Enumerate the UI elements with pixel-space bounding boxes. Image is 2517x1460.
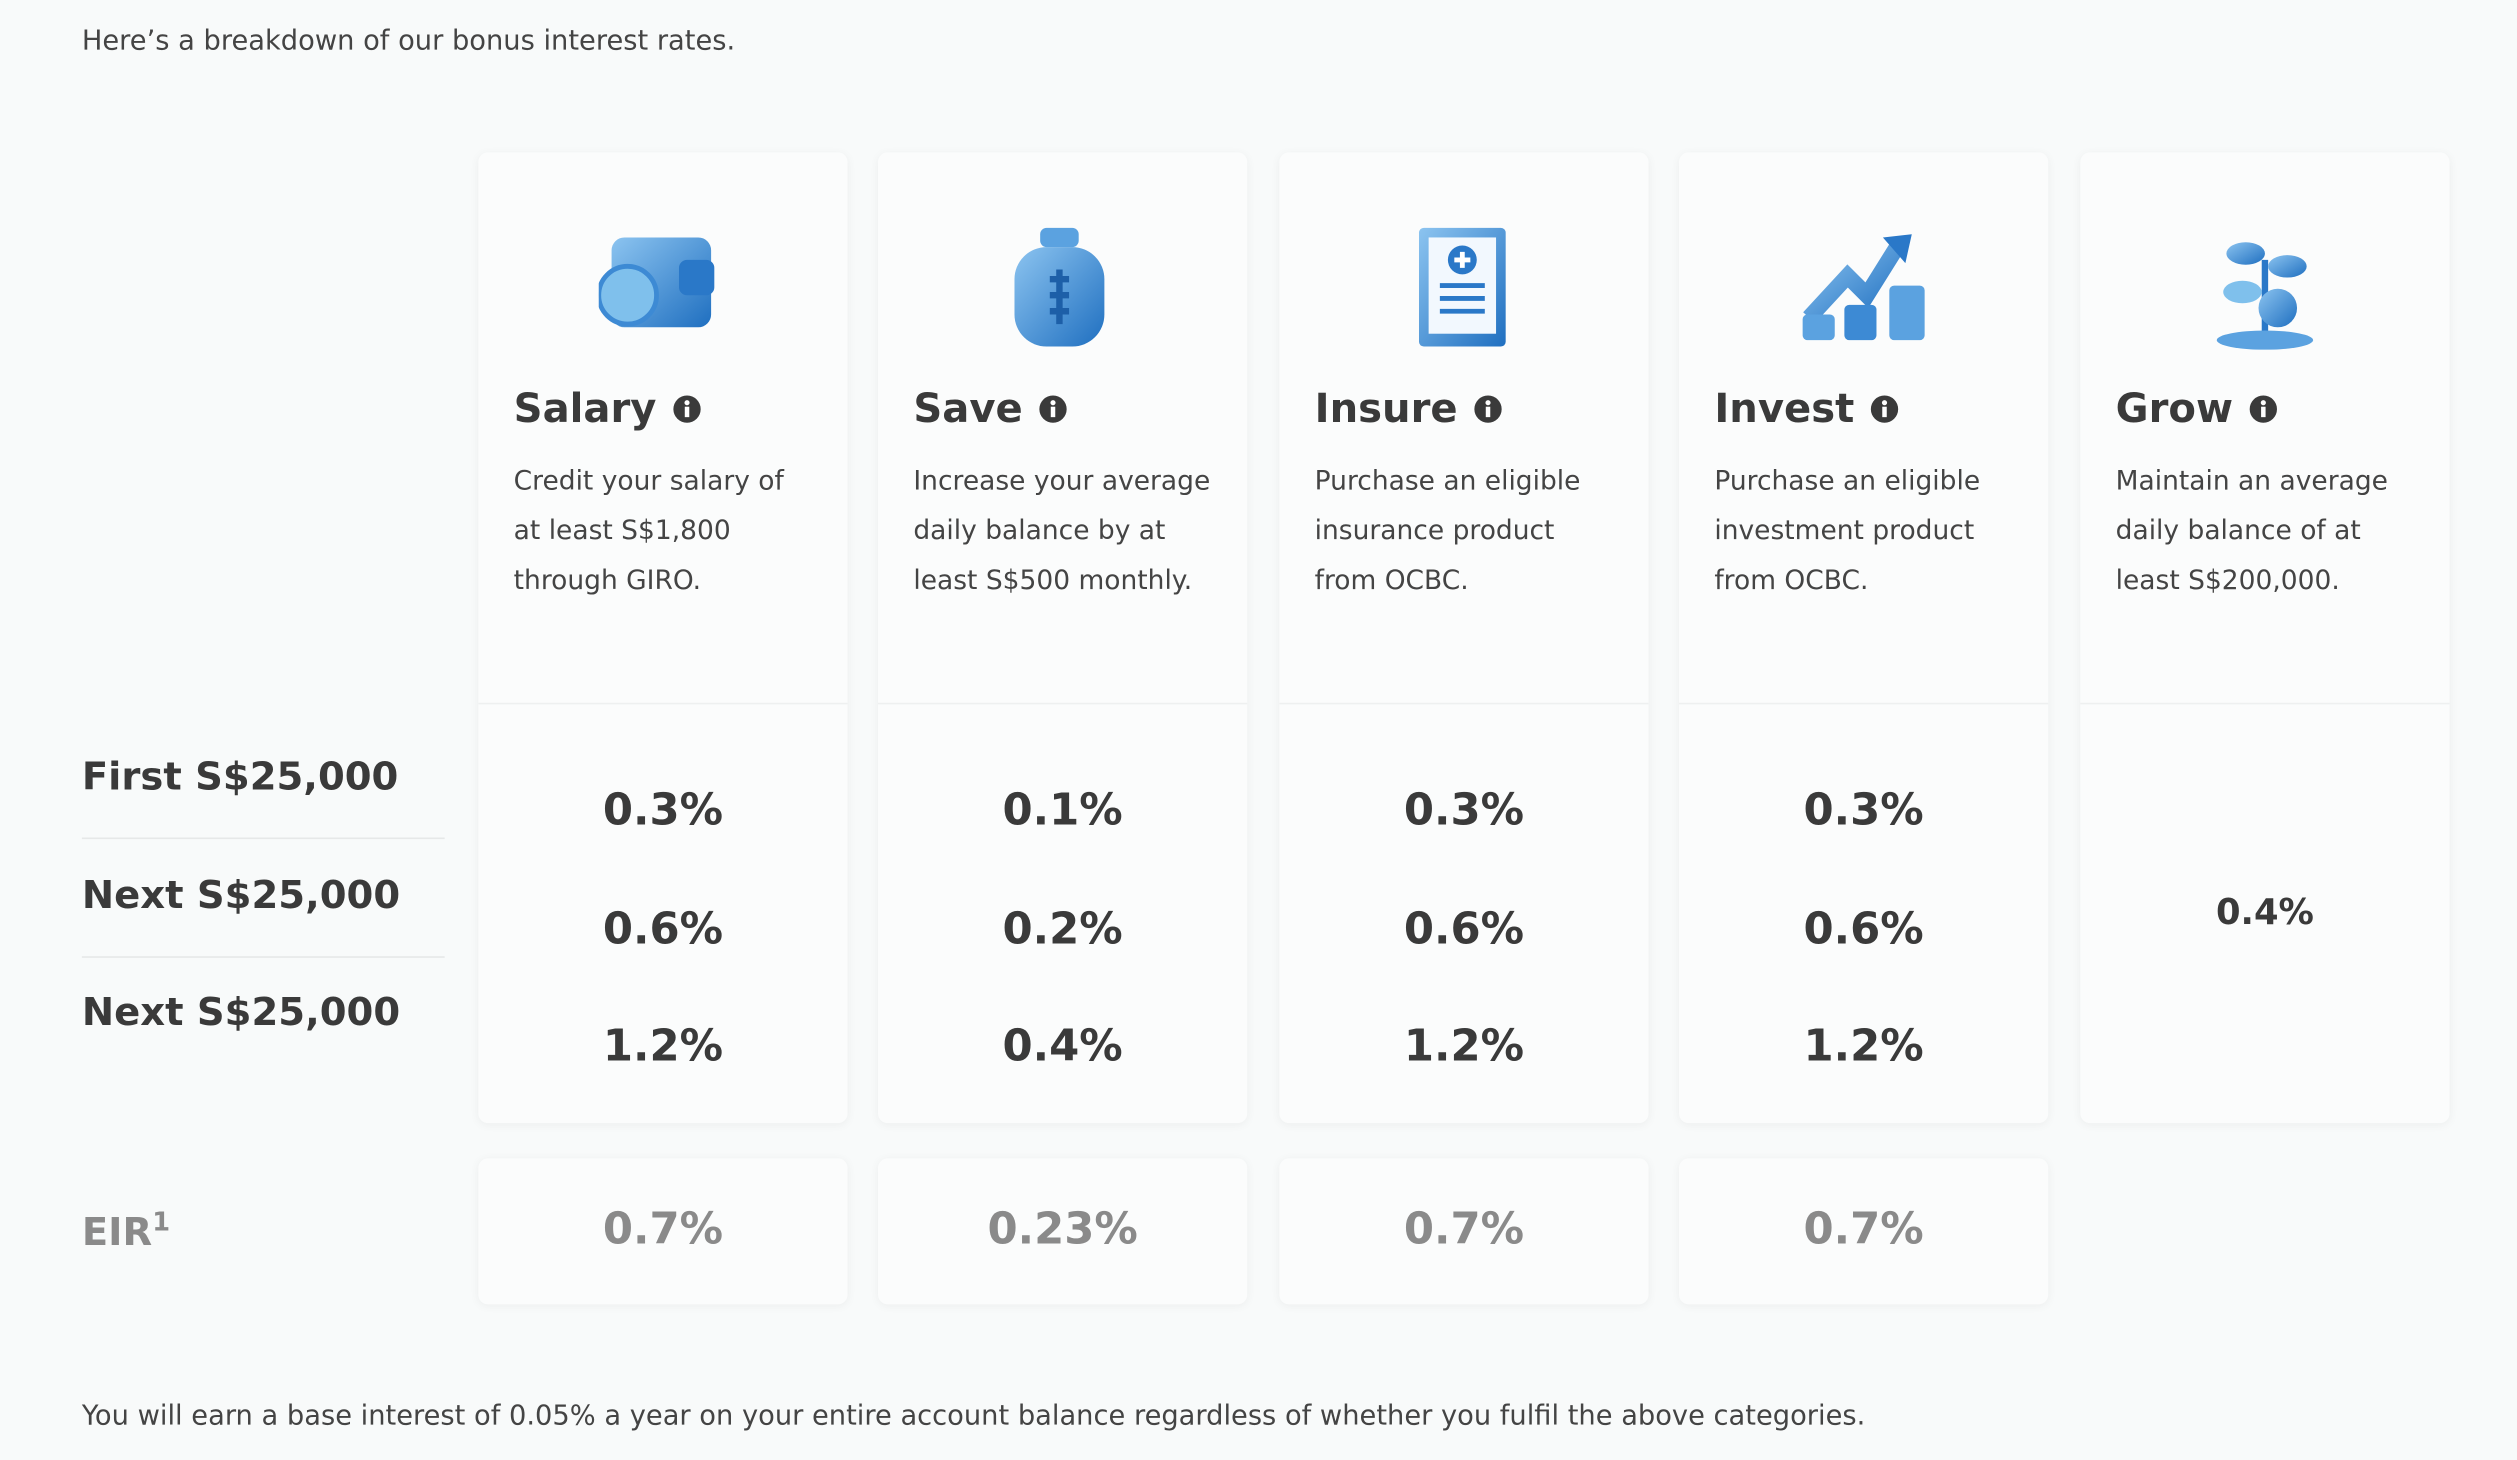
rate-value: 0.2% xyxy=(1002,904,1123,955)
rate-value: 1.2% xyxy=(1803,1022,1924,1072)
rate-value: 0.1% xyxy=(1002,786,1123,836)
rate-value: 0.6% xyxy=(602,904,724,955)
eir-card xyxy=(478,1158,848,1305)
info-glyph xyxy=(2249,395,2278,423)
info-icon[interactable] xyxy=(673,387,702,434)
info-glyph xyxy=(1039,395,1067,423)
icon-graphic xyxy=(596,237,715,328)
category-description: Purchase an eligible investment product … xyxy=(1714,465,1981,596)
icon-graphic xyxy=(1802,234,1925,341)
rate-value: 0.3% xyxy=(1803,786,1924,836)
rate-value: 0.3% xyxy=(1403,786,1525,836)
category-name: Salary xyxy=(514,385,702,433)
rate-value: 1.2% xyxy=(1403,1022,1525,1072)
rate-value: 0.4% xyxy=(2215,893,2314,934)
icon-graphic xyxy=(1014,227,1105,347)
rate-value: 0.6% xyxy=(1803,904,1924,955)
info-icon[interactable] xyxy=(1039,387,1068,434)
eir-value: 0.7% xyxy=(602,1204,724,1255)
category-icon xyxy=(1400,221,1528,349)
rate-value: 0.4% xyxy=(1002,1022,1123,1072)
card-divider xyxy=(2080,702,2450,705)
intro-text: Here’s a breakdown of our bonus interest… xyxy=(81,25,736,58)
tier-separator xyxy=(81,956,445,958)
card-divider xyxy=(1279,702,1649,705)
info-icon[interactable] xyxy=(2249,387,2278,434)
rate-value: 0.6% xyxy=(1403,904,1525,955)
category-name: Insure xyxy=(1315,385,1503,433)
eir-value: 0.7% xyxy=(1403,1204,1525,1255)
category-name: Grow xyxy=(2116,385,2278,433)
tier-separator xyxy=(81,837,445,840)
eir-value: 0.23% xyxy=(987,1204,1138,1255)
eir-footnote-ref: 1 xyxy=(152,1206,171,1237)
eir-label: EIR1 xyxy=(82,1207,170,1255)
category-name: Invest xyxy=(1714,385,1899,433)
category-icon xyxy=(1799,221,1927,349)
info-glyph xyxy=(673,395,701,423)
rate-value: 1.2% xyxy=(602,1022,724,1072)
category-name: Save xyxy=(913,385,1067,433)
category-description: Increase your average daily balance by a… xyxy=(913,465,1211,596)
category-description: Credit your salary of at least S$1,800 t… xyxy=(513,465,784,596)
footnote: You will earn a base interest of 0.05% a… xyxy=(81,1400,1866,1433)
info-icon[interactable] xyxy=(1474,387,1503,434)
tier-label: First S$25,000 xyxy=(81,754,399,799)
info-glyph xyxy=(1871,395,1899,423)
category-icon xyxy=(596,221,727,349)
info-icon[interactable] xyxy=(1870,387,1899,434)
tier-label: Next S$25,000 xyxy=(81,872,401,918)
card-divider xyxy=(478,702,848,705)
tier-label: Next S$25,000 xyxy=(81,989,401,1035)
eir-text: EIR xyxy=(81,1209,153,1255)
category-description: Purchase an eligible insurance product f… xyxy=(1314,465,1581,596)
rate-value: 0.3% xyxy=(602,786,724,836)
eir-card xyxy=(1679,1158,2049,1305)
icon-graphic xyxy=(2216,242,2314,350)
card-divider xyxy=(878,702,1248,705)
eir-card xyxy=(1279,1158,1649,1305)
category-description: Maintain an average daily balance of at … xyxy=(2115,465,2388,596)
eir-card xyxy=(878,1158,1248,1305)
category-icon xyxy=(998,221,1126,349)
icon-graphic xyxy=(1418,227,1506,347)
info-glyph xyxy=(1474,395,1502,423)
card-divider xyxy=(1679,702,2049,705)
category-icon xyxy=(2201,221,2329,350)
eir-value: 0.7% xyxy=(1803,1204,1924,1255)
